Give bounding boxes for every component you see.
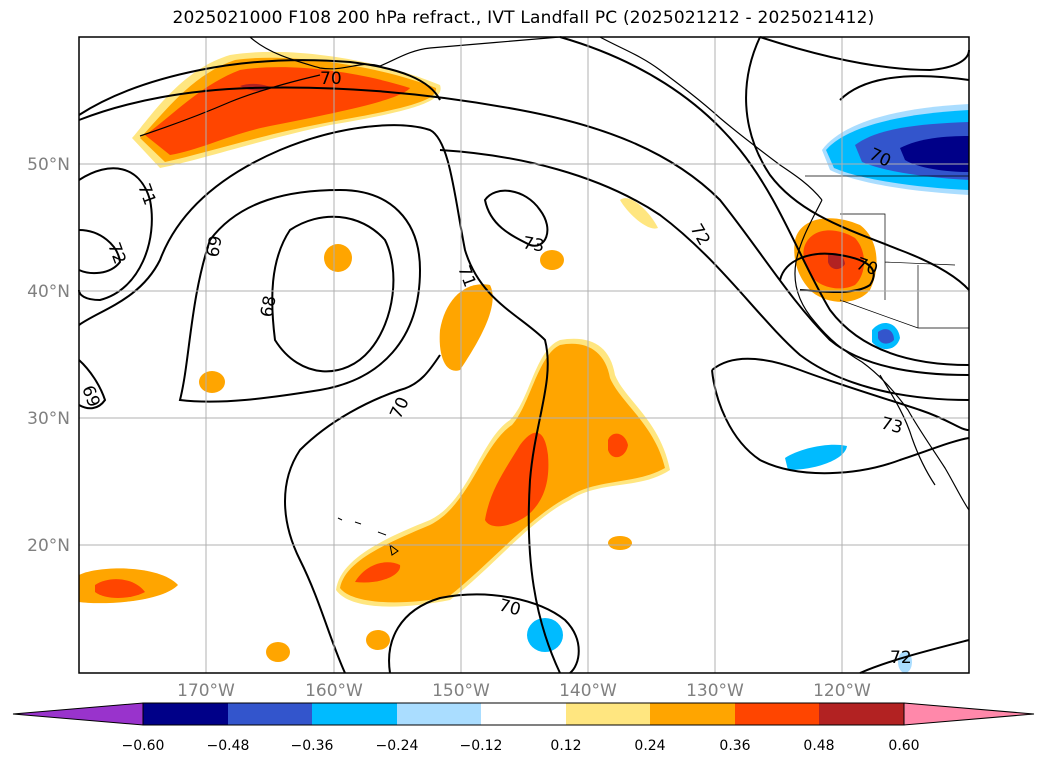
gridlines [79, 37, 969, 673]
colorbar-segment [228, 703, 312, 725]
contour-ne-lower [839, 75, 970, 101]
contour-70-south-loop [388, 593, 580, 674]
contour-71-west [78, 167, 153, 302]
shade-blob-d [366, 630, 390, 650]
shade-red-ar3 [608, 433, 628, 458]
contour-label: 68 [257, 294, 280, 319]
contour-72-ne [745, 36, 970, 291]
colorbar-segment [819, 703, 904, 725]
lon-labels: 170°W 160°W 150°W 140°W 130°W 120°W [177, 681, 871, 701]
shading-regions [79, 51, 969, 673]
shade-blob-f [608, 536, 632, 550]
contour-label: 70 [320, 69, 342, 89]
colorbar-tick: 0.12 [550, 738, 581, 754]
contour-fan-1 [439, 149, 970, 401]
contour-70-east [284, 354, 441, 674]
shade-red-ar2 [355, 562, 401, 583]
shade-mid-pacific [439, 284, 493, 371]
map-title: 2025021000 F108 200 hPa refract., IVT La… [172, 8, 875, 28]
refractivity-contours [78, 36, 970, 674]
lon-label: 140°W [559, 681, 617, 701]
colorbar-segment [735, 703, 819, 725]
lat-label: 20°N [27, 536, 70, 556]
colorbar-segment [566, 703, 650, 725]
contour-70-north [78, 59, 441, 116]
contour-fan-2 [559, 36, 970, 366]
shade-blob-b [540, 250, 564, 270]
contour-69-sw [78, 359, 107, 410]
lon-label: 160°W [305, 681, 363, 701]
contour-label: 69 [203, 234, 226, 259]
shade-blob-c [199, 371, 225, 393]
map-panel: 70 71 72 69 68 73 71 70 72 70 69 70 73 7… [77, 36, 970, 674]
hawaii-islands [337, 517, 399, 556]
colorbar-tick: −0.12 [460, 738, 503, 754]
shade-pale-diag [620, 198, 658, 229]
map-border [78, 36, 970, 674]
shade-blob-e [266, 642, 290, 662]
colorbar-arrow-left [12, 702, 144, 726]
contour-70-westcoast [779, 252, 875, 294]
contour-73-south [711, 357, 970, 475]
contour-72-band [78, 86, 970, 376]
colorbar-tick: 0.24 [634, 738, 665, 754]
shade-west-edge-red [95, 579, 145, 598]
us-state-borders [839, 213, 969, 329]
contour-73-loop [483, 189, 549, 247]
contour-69-loop [178, 188, 422, 403]
colorbar-segment [481, 703, 566, 725]
lon-label: 170°W [177, 681, 235, 701]
contour-72-se [859, 639, 970, 674]
shade-blob-a [324, 244, 352, 272]
contour-ne-loop [759, 36, 970, 72]
colorbar-frame [142, 702, 905, 726]
colorbar-tick: 0.36 [719, 738, 750, 754]
colorbar-segment [650, 703, 735, 725]
shade-neg-sw-coast-dark [878, 329, 894, 344]
colorbar-tick: −0.36 [291, 738, 334, 754]
colorbar-tick: −0.48 [207, 738, 250, 754]
us-westcoast [794, 199, 970, 511]
colorbar-segment [397, 703, 481, 725]
lat-label: 30°N [27, 409, 70, 429]
shade-orange-ar [340, 343, 665, 603]
colorbar-tick: 0.48 [803, 738, 834, 754]
colorbar-tick: −0.24 [376, 738, 419, 754]
contour-71-center [78, 124, 561, 674]
colorbar-tick: −0.60 [122, 738, 165, 754]
colorbar-tick: 0.60 [888, 738, 919, 754]
contour-68-loop [271, 215, 395, 373]
contour-label: 72 [890, 648, 912, 668]
shade-dark-neg-ne [900, 136, 969, 172]
lat-label: 50°N [27, 155, 70, 175]
contour-72-west [78, 229, 122, 275]
lon-label: 130°W [686, 681, 744, 701]
alaska-panhandle [599, 36, 823, 201]
colorbar-segment [312, 703, 397, 725]
aleutian-chain [139, 74, 321, 137]
lon-label: 150°W [432, 681, 490, 701]
shade-dark-westcoast [828, 252, 845, 270]
lat-labels: 50°N 40°N 30°N 20°N [27, 155, 70, 556]
contour-label: 73 [521, 233, 546, 256]
colorbar: −0.60 −0.48 −0.36 −0.24 −0.12 0.12 0.24 … [12, 702, 1035, 754]
lon-label: 120°W [813, 681, 871, 701]
shade-neg-subtropic [785, 444, 847, 470]
colorbar-segment [143, 703, 228, 725]
colorbar-arrow-right [903, 702, 1035, 726]
lat-label: 40°N [27, 282, 70, 302]
